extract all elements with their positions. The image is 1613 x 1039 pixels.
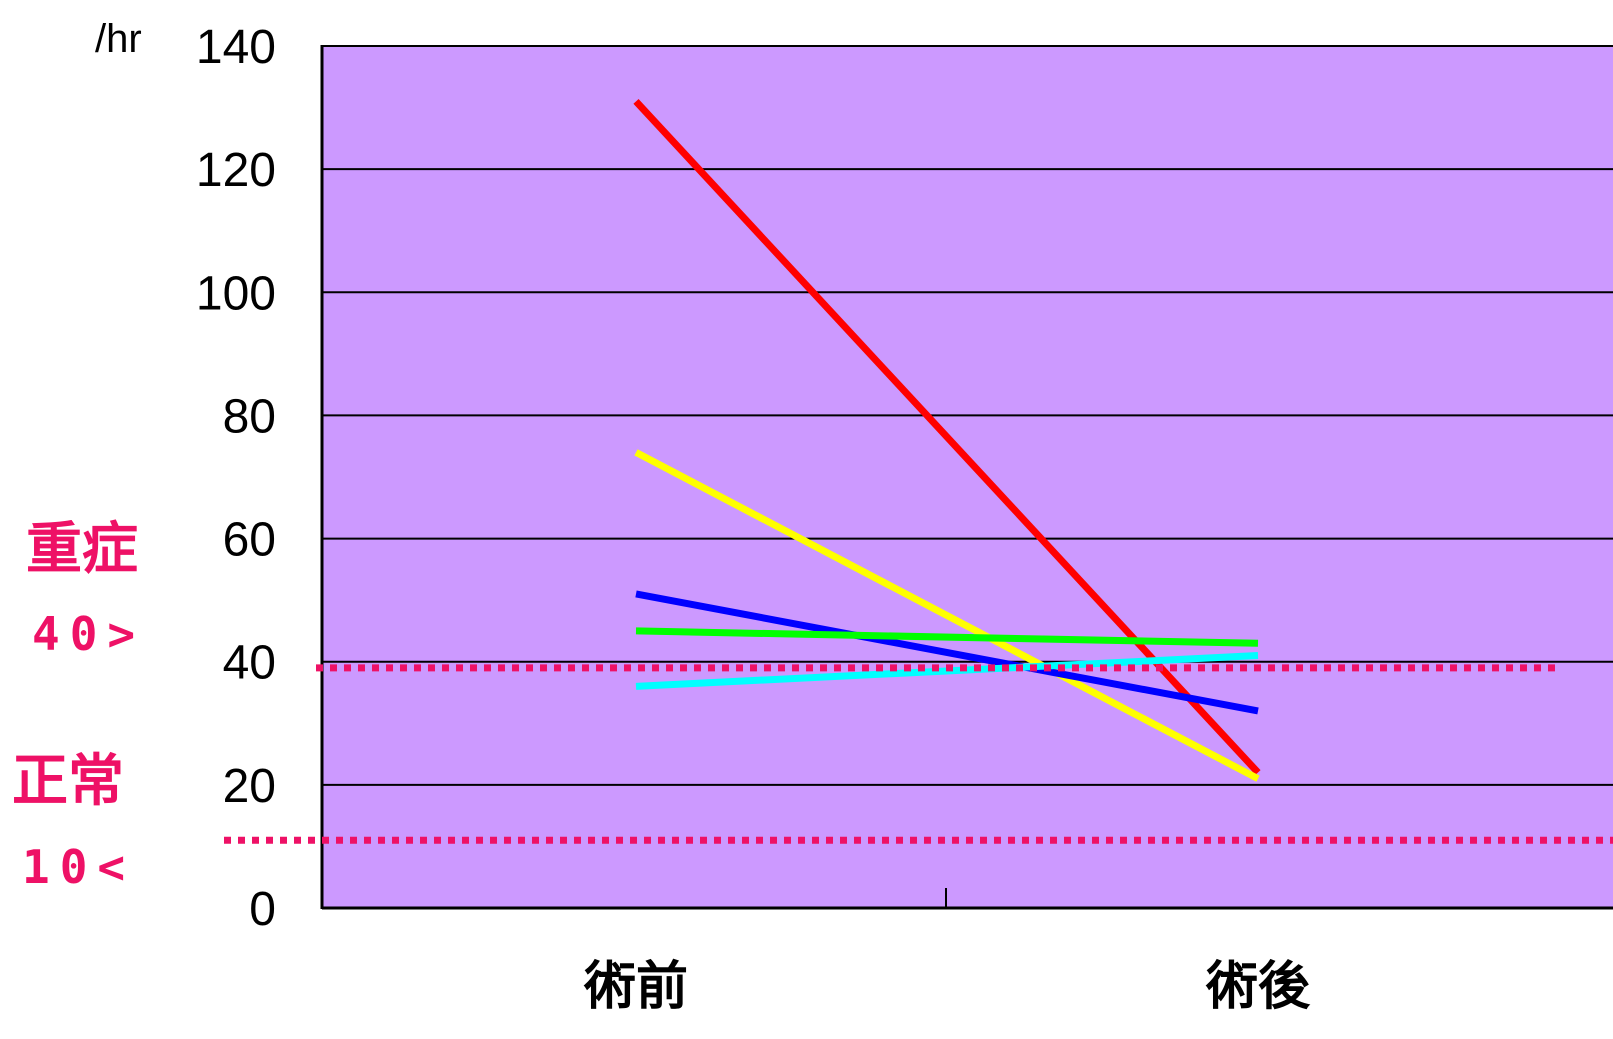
x-category-label: 術後 <box>1205 957 1311 1017</box>
axes <box>320 45 1613 910</box>
y-tick-label: 100 <box>196 267 276 320</box>
series-lines <box>633 99 1261 782</box>
y-axis-unit-label: /hr <box>95 17 142 61</box>
threshold-label: 正常 <box>12 749 124 814</box>
y-tick-label: 80 <box>223 390 276 443</box>
annotations: 重症 40> 正常 10< <box>12 517 1613 894</box>
y-tick-label: 120 <box>196 144 276 197</box>
y-tick-label: 140 <box>196 21 276 74</box>
grid-lines <box>322 45 1613 786</box>
threshold-label: 重症 <box>26 517 138 582</box>
y-tick-labels: 0 20 40 60 80 100 120 140 <box>196 21 276 936</box>
y-tick-label: 40 <box>223 637 276 690</box>
series-line <box>635 590 1259 715</box>
series-line <box>635 627 1259 647</box>
x-category-label: 術前 <box>583 957 688 1017</box>
x-category-labels: 術前 術後 <box>583 957 1311 1017</box>
y-tick-label: 60 <box>223 514 276 567</box>
series-line <box>634 449 1260 782</box>
plot-background <box>322 46 1613 908</box>
threshold-value: 40> <box>32 607 145 661</box>
y-tick-label: 0 <box>249 883 276 936</box>
threshold-value: 10< <box>22 840 135 894</box>
y-tick-label: 20 <box>223 760 276 813</box>
